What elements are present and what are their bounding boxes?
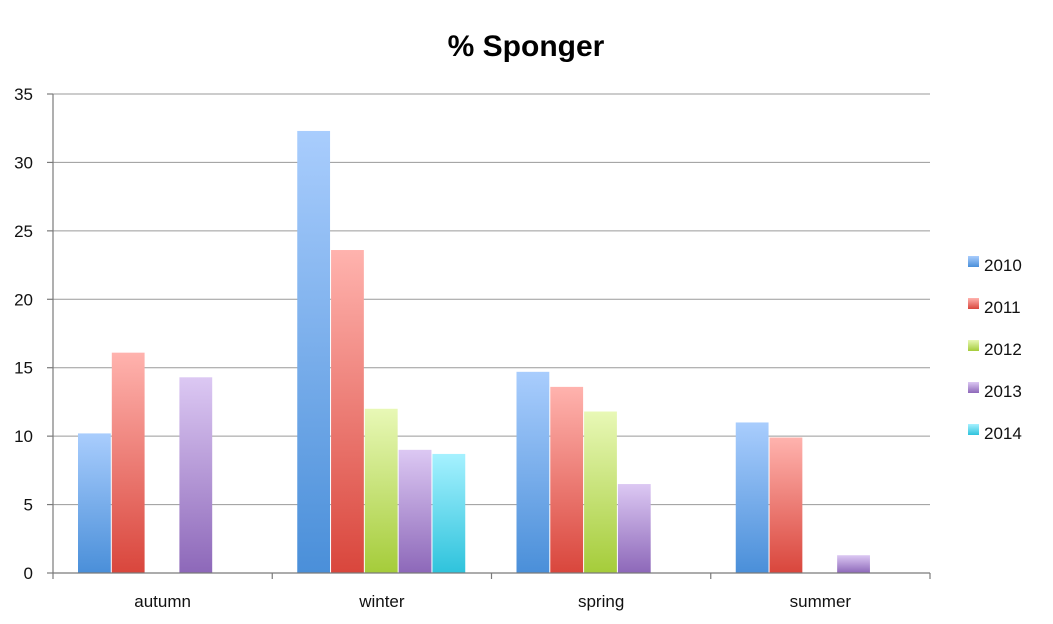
bar-2012-spring: [584, 411, 617, 573]
y-tick-label: 5: [24, 496, 33, 515]
bar-2011-spring: [550, 386, 584, 573]
y-tick-label: 0: [24, 564, 33, 583]
x-tick-label: winter: [358, 592, 405, 611]
x-tick-label: spring: [578, 592, 624, 611]
legend-swatch-2013: [968, 382, 979, 393]
y-tick-label: 10: [14, 427, 33, 446]
y-axis: 0 5 10 15 20 25 30 35: [14, 85, 54, 583]
bar-2010-winter: [297, 130, 331, 574]
bars: [78, 130, 870, 574]
bar-2010-autumn: [78, 433, 111, 573]
legend-swatch-2014: [968, 424, 979, 435]
y-tick-label: 30: [14, 153, 33, 172]
bar-2010-summer: [735, 422, 769, 573]
bar-2013-winter: [398, 449, 432, 573]
legend-swatch-2011: [968, 298, 979, 309]
bar-2010-spring: [516, 371, 550, 573]
bar-2014-winter: [432, 453, 466, 573]
y-tick-label: 15: [14, 359, 33, 378]
bar-2012-winter: [364, 408, 398, 573]
legend-label-2013: 2013: [984, 382, 1022, 401]
x-tick-label: summer: [790, 592, 852, 611]
legend-label-2011: 2011: [984, 298, 1021, 317]
y-tick-label: 20: [14, 290, 33, 309]
legend: 2010 2011 2012 2013 2014: [968, 256, 1022, 443]
bar-2013-summer: [837, 555, 870, 573]
legend-label-2014: 2014: [984, 424, 1022, 443]
y-tick-label: 35: [14, 85, 33, 104]
bar-2011-autumn: [111, 352, 145, 573]
legend-label-2010: 2010: [984, 256, 1022, 275]
bar-2011-summer: [769, 437, 803, 573]
legend-swatch-2010: [968, 256, 979, 267]
bar-2013-spring: [617, 484, 651, 573]
x-axis: autumn winter spring summer: [52, 572, 931, 611]
bar-2013-autumn: [179, 377, 213, 573]
chart-title: % Sponger: [448, 30, 605, 63]
legend-swatch-2012: [968, 340, 979, 351]
legend-label-2012: 2012: [984, 340, 1022, 359]
x-tick-label: autumn: [134, 592, 191, 611]
y-tick-label: 25: [14, 222, 33, 241]
bar-2011-winter: [331, 250, 364, 573]
